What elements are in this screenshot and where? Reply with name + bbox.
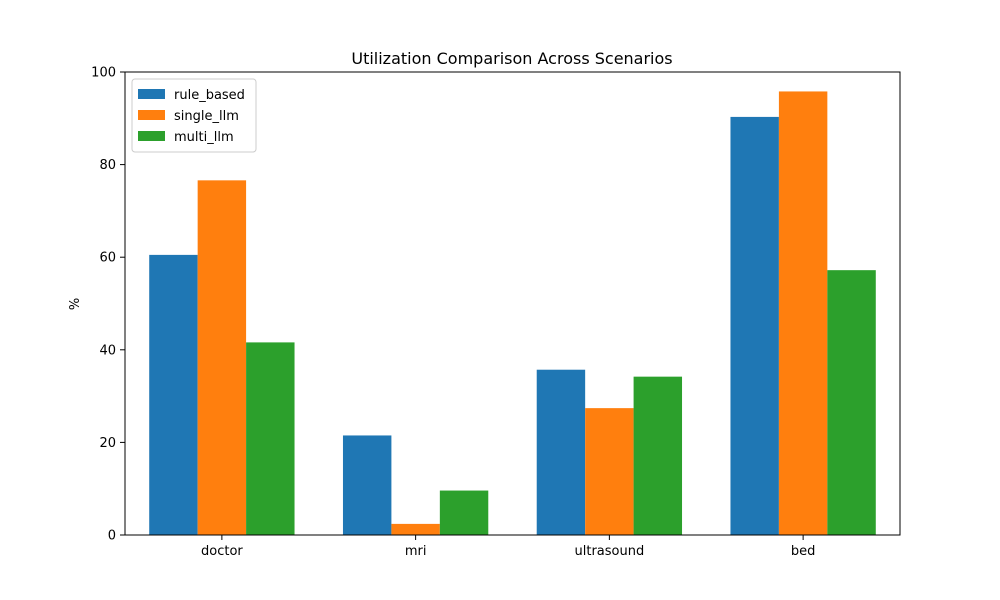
bar-rule_based-bed <box>730 116 779 535</box>
axes-layer: doctor mri ultrasound bed 0 20 40 60 80 100 <box>91 66 901 559</box>
legend-label-rule_based: rule_based <box>174 88 245 103</box>
y-tick-label: 60 <box>99 251 116 266</box>
y-axis-label: % <box>68 298 83 310</box>
y-tick-label: 0 <box>108 529 116 544</box>
legend-swatch-single_llm <box>138 110 165 120</box>
x-tick-label: mri <box>405 544 427 559</box>
bar-single_llm-mri <box>391 523 440 535</box>
bar-single_llm-bed <box>778 91 828 536</box>
bar-rule_based-mri <box>342 435 392 535</box>
bar-rule_based-ultrasound <box>536 369 586 535</box>
plot-frame <box>124 71 901 536</box>
y-tick-label: 40 <box>99 343 116 358</box>
legend: rule_based single_llm multi_llm <box>131 78 257 153</box>
bar-single_llm-doctor <box>197 180 247 536</box>
legend-label-multi_llm: multi_llm <box>174 130 234 145</box>
bar-multi_llm-bed <box>827 270 876 535</box>
bar-multi_llm-doctor <box>246 342 295 535</box>
bar-rule_based-doctor <box>149 254 198 535</box>
legend-swatch-rule_based <box>138 89 165 99</box>
legend-swatch-multi_llm <box>138 131 165 141</box>
x-tick-label: bed <box>791 544 816 559</box>
x-tick-label: ultrasound <box>575 544 645 559</box>
y-tick-label: 20 <box>99 436 116 451</box>
x-tick-label: doctor <box>201 544 243 559</box>
bar-multi_llm-ultrasound <box>633 376 683 535</box>
y-tick-label: 80 <box>99 158 116 173</box>
bar-single_llm-ultrasound <box>585 408 634 535</box>
chart-title: Utilization Comparison Across Scenarios <box>351 49 672 68</box>
bars-layer <box>149 91 876 536</box>
legend-label-single_llm: single_llm <box>174 109 239 124</box>
y-tick-label: 100 <box>91 66 116 81</box>
bar-multi_llm-mri <box>439 490 489 535</box>
